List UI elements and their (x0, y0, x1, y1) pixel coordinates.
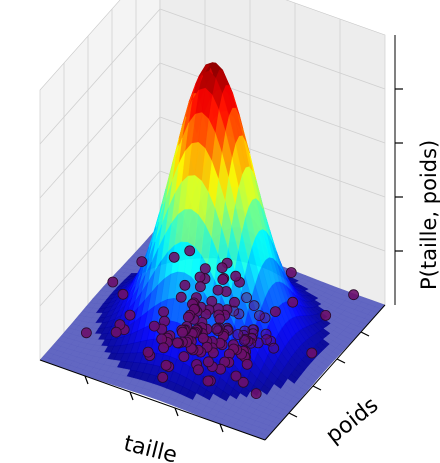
y-tick (312, 385, 322, 391)
scatter-point (148, 320, 160, 332)
x-tick (84, 375, 89, 385)
scatter-point (117, 288, 129, 300)
scatter-point (194, 271, 206, 283)
scatter-point (306, 347, 318, 359)
scatter-point (348, 289, 360, 301)
y-axis-line (264, 304, 386, 441)
x-tick (219, 423, 224, 433)
scatter-point (212, 325, 224, 337)
scatter-point (241, 292, 253, 304)
scatter-point (178, 351, 190, 363)
scatter-point (177, 326, 188, 338)
grid-line (159, 8, 386, 90)
scatter-point (158, 306, 170, 318)
scatter-point (237, 376, 249, 388)
y-tick (288, 412, 298, 418)
scatter-point (260, 328, 272, 340)
scatter-points (81, 245, 360, 400)
grid-line (39, 170, 161, 307)
scatter-point (230, 370, 242, 382)
scatter-point (253, 310, 265, 322)
scatter-point (156, 333, 168, 345)
x-tick (174, 407, 179, 417)
scatter-point (158, 342, 170, 354)
scatter-point (232, 329, 244, 340)
x-axis-label: taille (121, 431, 179, 463)
scatter-point (214, 313, 226, 325)
scatter-point (168, 251, 180, 263)
scatter-point (136, 256, 148, 268)
scatter-point (202, 356, 214, 368)
scatter-point (124, 309, 136, 321)
y-axis-label: poids (321, 393, 383, 449)
grid-line (159, 62, 386, 144)
axis-ticks (39, 35, 403, 441)
scatter-point (175, 291, 187, 303)
scatter-point (250, 388, 262, 400)
scatter-point (216, 262, 228, 274)
scatter-point (194, 281, 206, 293)
scatter-point (197, 332, 209, 344)
scatter-point (268, 342, 280, 354)
scatter-point (192, 364, 204, 376)
scatter-point (157, 371, 169, 383)
scatter-point (287, 296, 299, 308)
grid-line (39, 8, 161, 145)
scatter-point (230, 270, 242, 282)
scatter-point (239, 325, 251, 337)
scatter-point (269, 306, 281, 318)
scatter-point (110, 326, 122, 338)
scatter-point (233, 308, 245, 320)
y-tick (336, 358, 346, 364)
x-tick (129, 391, 134, 401)
scatter-point (248, 300, 260, 312)
grid-line (39, 62, 161, 199)
scatter-point (285, 267, 297, 278)
scatter-point (259, 312, 271, 324)
scatter-point (217, 274, 229, 285)
scatter-point (179, 279, 191, 291)
scatter-point (182, 311, 194, 323)
scatter-point (229, 296, 240, 308)
y-tick (360, 331, 370, 337)
scatter-point (202, 375, 214, 387)
scatter-point (172, 337, 183, 349)
z-axis-label: P(taille, poids) (417, 140, 440, 290)
scatter-point (247, 324, 259, 336)
scatter-point (160, 359, 172, 371)
scatter-point (184, 245, 196, 257)
scatter-point (142, 346, 154, 358)
x-axis-line (39, 359, 266, 441)
scatter-point (241, 358, 253, 370)
scatter-point (211, 323, 222, 335)
scatter-point (107, 276, 119, 288)
scatter-point (320, 309, 332, 321)
scatter-point (212, 284, 224, 296)
grid-line (39, 116, 161, 253)
scatter-point (81, 327, 92, 339)
